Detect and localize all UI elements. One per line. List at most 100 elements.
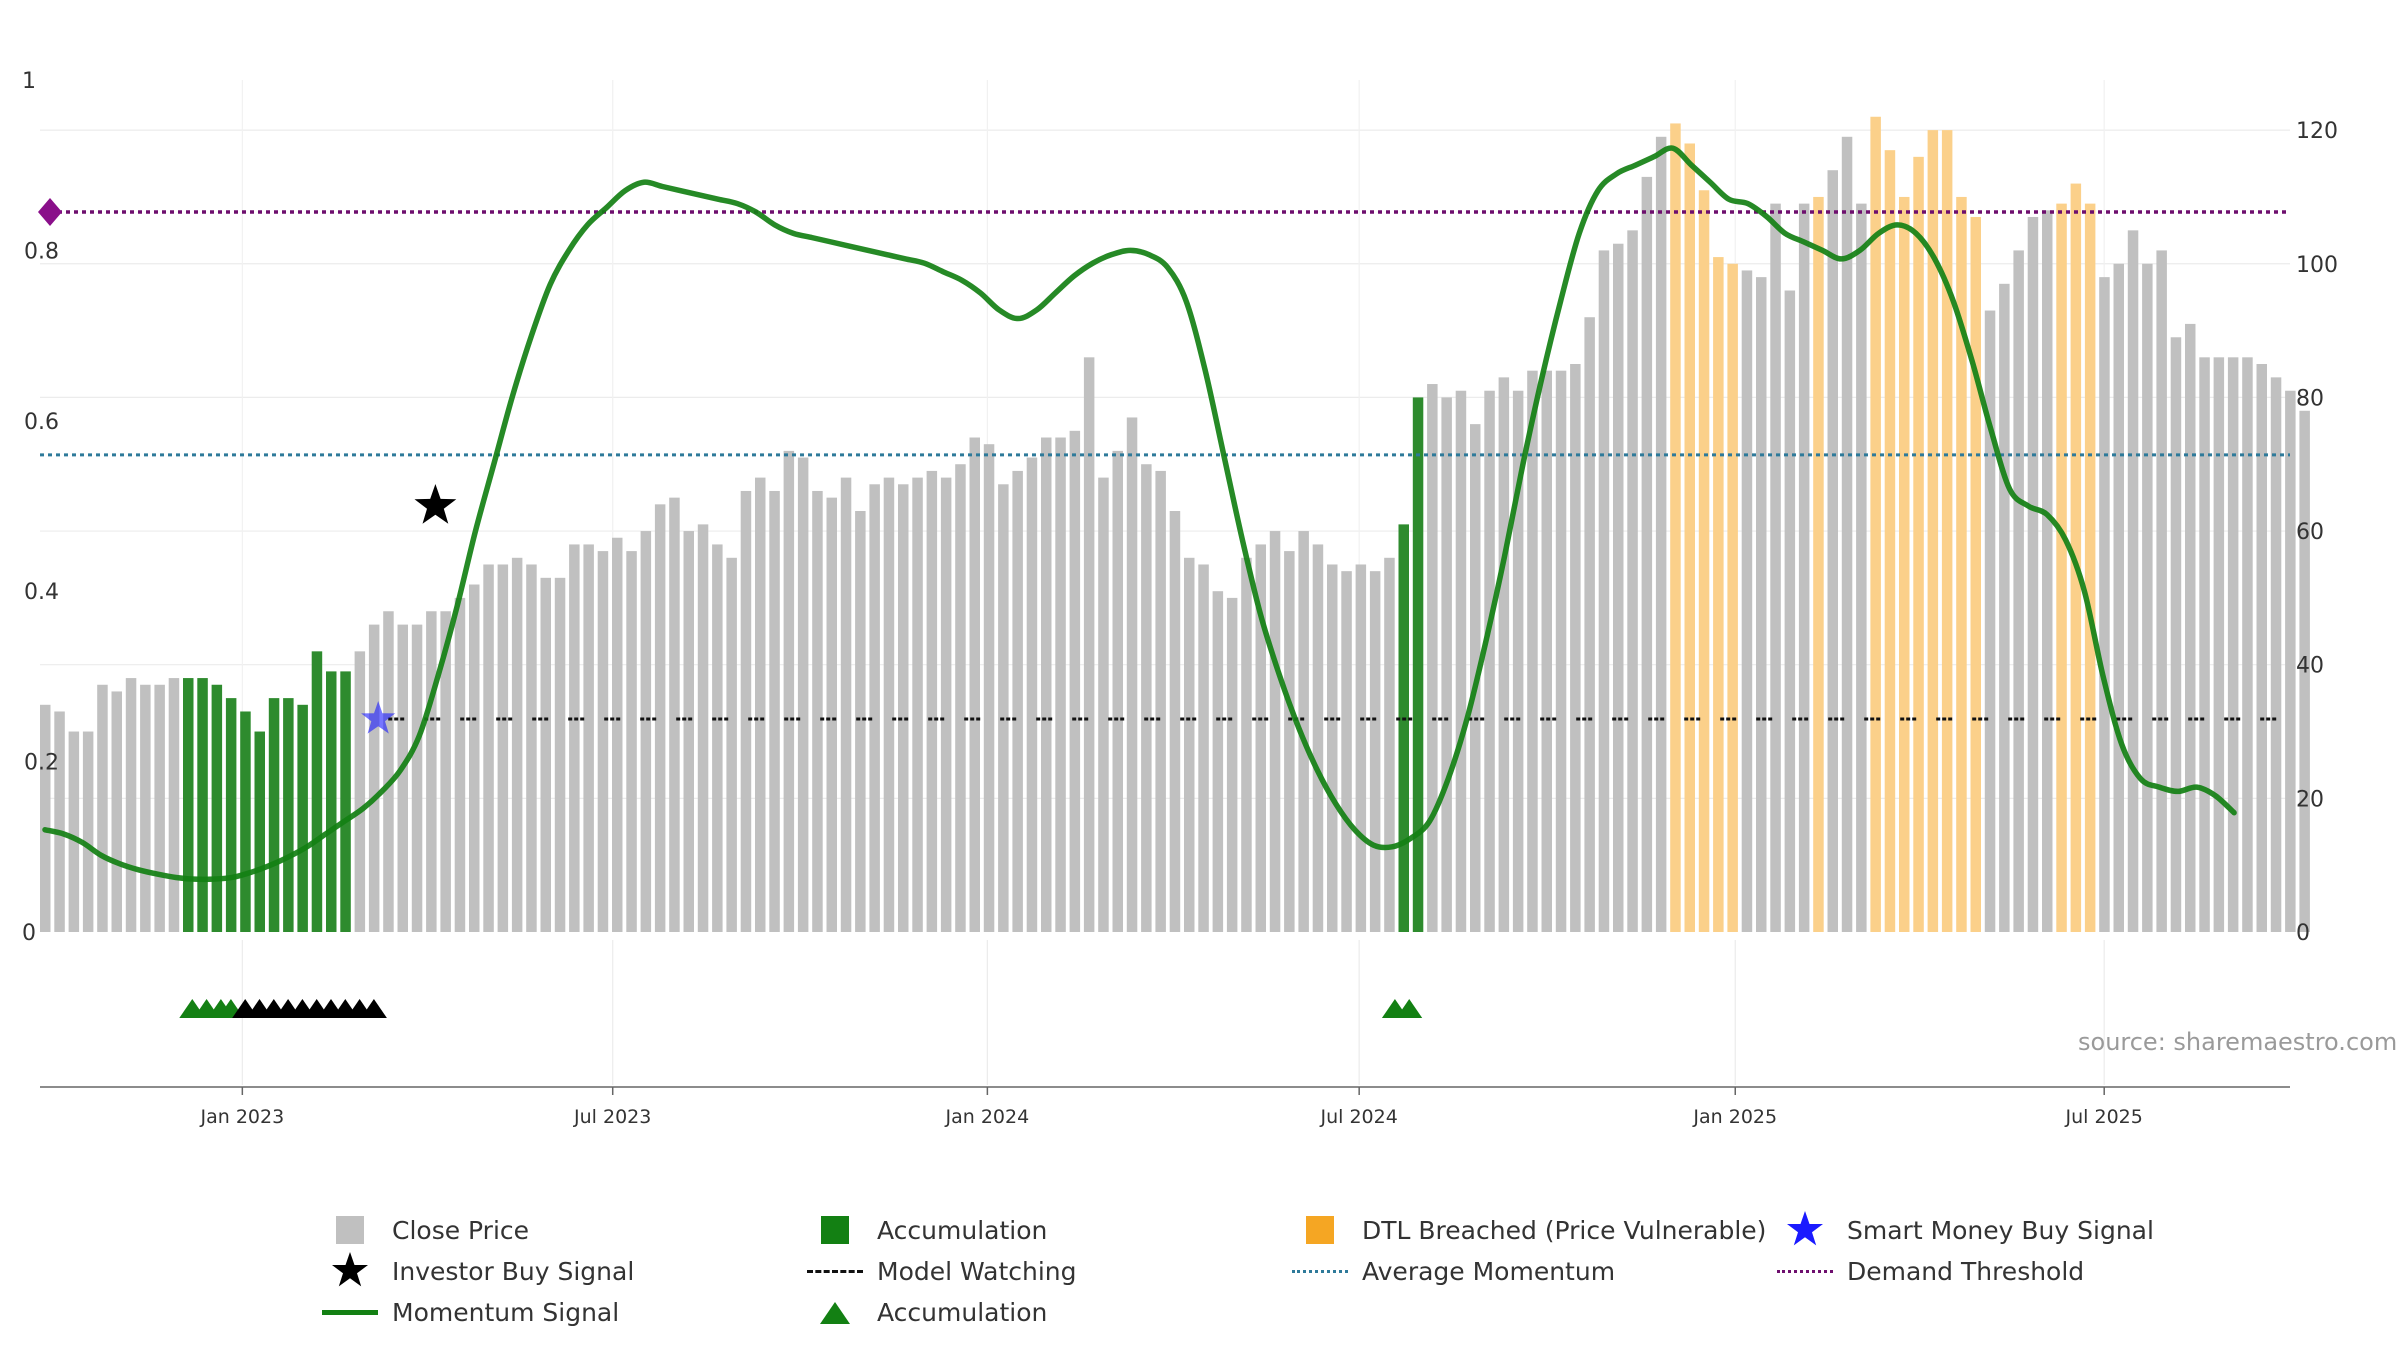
price-bar-12 [211, 684, 223, 932]
left-tick-1: 0.2 [24, 751, 59, 776]
price-bar-9 [168, 678, 180, 932]
price-bar-39 [597, 551, 609, 932]
price-bar-13 [225, 698, 237, 932]
price-bar-33 [511, 557, 523, 932]
watermark: source: sharemaestro.com [2078, 1028, 2397, 1056]
right-tick-2: 40 [2296, 654, 2324, 679]
x-tick-label-0: Jan 2023 [199, 1106, 284, 1128]
x-tick-label-1: Jul 2023 [573, 1106, 651, 1128]
price-bar-77 [1141, 464, 1152, 932]
price-bar-89 [1312, 544, 1324, 932]
price-bar-93 [1369, 571, 1381, 932]
price-bar-6 [125, 678, 137, 932]
price-bar-37 [569, 544, 580, 932]
reference-lines [38, 198, 2290, 721]
price-bar-117 [1713, 257, 1724, 932]
price-bar-26 [411, 624, 423, 932]
price-bar-106 [1555, 370, 1567, 932]
price-bar-119 [1741, 270, 1753, 933]
legend-accumulation-bar-label: Accumulation [877, 1215, 1048, 1245]
price-bar-102 [1498, 377, 1510, 932]
price-bar-74 [1098, 477, 1109, 932]
legend-average-momentum[interactable]: Average Momentum [1290, 1253, 1775, 1289]
price-bar-137 [1999, 283, 2010, 932]
legend-model-watching[interactable]: Model Watching [805, 1253, 1290, 1289]
price-bar-148 [2156, 250, 2167, 932]
legend-accumulation-bar[interactable]: Accumulation [805, 1212, 1290, 1248]
price-bar-80 [1184, 557, 1195, 932]
price-bar-156 [2270, 377, 2282, 932]
price-bar-7 [140, 684, 151, 932]
price-bar-158 [2299, 410, 2310, 932]
price-bar-125 [1827, 170, 1838, 932]
legend-investor-buy[interactable]: Investor Buy Signal [320, 1252, 805, 1289]
price-bar-114 [1670, 123, 1681, 932]
price-bar-146 [2127, 230, 2139, 933]
signal-markers [179, 484, 1423, 1018]
legend-investor-buy-label: Investor Buy Signal [392, 1256, 635, 1286]
price-bar-126 [1841, 136, 1853, 933]
price-bar-0 [40, 704, 51, 932]
legend-smart-money[interactable]: Smart Money Buy Signal [1775, 1211, 2220, 1248]
price-bar-138 [2013, 250, 2024, 932]
price-bar-48 [726, 557, 737, 932]
price-bar-53 [797, 457, 809, 932]
price-bar-107 [1570, 364, 1581, 932]
price-bar-90 [1327, 564, 1338, 932]
price-bar-115 [1684, 143, 1695, 932]
price-bar-40 [612, 537, 623, 932]
price-bar-136 [1984, 310, 1996, 933]
price-bar-91 [1341, 571, 1352, 932]
price-bar-140 [2042, 210, 2053, 932]
price-bar-130 [1899, 196, 1910, 933]
legend-close-price[interactable]: Close Price [320, 1212, 805, 1248]
right-tick-4: 80 [2296, 386, 2324, 411]
price-bar-151 [2199, 357, 2210, 933]
price-bar-69 [1026, 457, 1038, 932]
price-bar-101 [1484, 390, 1495, 933]
right-tick-3: 60 [2296, 520, 2324, 545]
price-bar-110 [1613, 243, 1624, 932]
price-bar-28 [440, 611, 451, 932]
right-tick-1: 20 [2296, 787, 2324, 812]
left-tick-5: 1 [22, 69, 36, 94]
price-bar-66 [983, 444, 995, 932]
price-bar-92 [1355, 564, 1367, 932]
price-bar-3 [82, 731, 94, 932]
legend-accumulation-marker[interactable]: Accumulation [805, 1295, 1290, 1331]
price-bar-127 [1856, 203, 1867, 932]
price-bar-82 [1212, 591, 1224, 932]
legend-dtl-breached[interactable]: DTL Breached (Price Vulnerable) [1290, 1212, 1775, 1248]
price-bar-18 [297, 704, 308, 932]
price-bar-143 [2084, 203, 2096, 932]
price-bar-112 [1641, 176, 1653, 933]
price-bar-103 [1512, 390, 1524, 933]
smart-money-buy-star [361, 701, 396, 734]
price-bar-108 [1584, 317, 1595, 933]
price-bar-104 [1527, 370, 1538, 932]
price-bar-85 [1255, 544, 1266, 932]
legend-close-price-label: Close Price [392, 1215, 530, 1245]
price-bar-122 [1784, 290, 1796, 932]
x-tick-label-3: Jul 2024 [1320, 1106, 1398, 1128]
price-bar-124 [1813, 196, 1824, 933]
price-bar-116 [1698, 190, 1710, 933]
legend-demand-threshold[interactable]: Demand Threshold [1775, 1253, 2220, 1289]
legend-momentum-signal[interactable]: Momentum Signal [320, 1295, 805, 1331]
price-bar-118 [1727, 263, 1738, 932]
price-bar-128 [1870, 116, 1881, 933]
price-bar-79 [1169, 511, 1181, 932]
price-bar-134 [1956, 196, 1967, 933]
legend-model-watching-label: Model Watching [877, 1256, 1077, 1286]
price-bar-150 [2185, 323, 2196, 932]
price-bar-59 [883, 477, 895, 932]
accumulation-marker-green-5 [1396, 999, 1423, 1018]
price-bar-120 [1756, 277, 1767, 933]
green-triangle-icon [820, 1301, 850, 1324]
price-bar-95 [1398, 524, 1409, 932]
legend-accumulation-marker-label: Accumulation [877, 1298, 1048, 1328]
legend: Close Price Accumulation DTL Breached (P… [320, 1211, 2220, 1332]
left-tick-3: 0.6 [24, 410, 59, 435]
blue-star-icon [1787, 1211, 1823, 1246]
